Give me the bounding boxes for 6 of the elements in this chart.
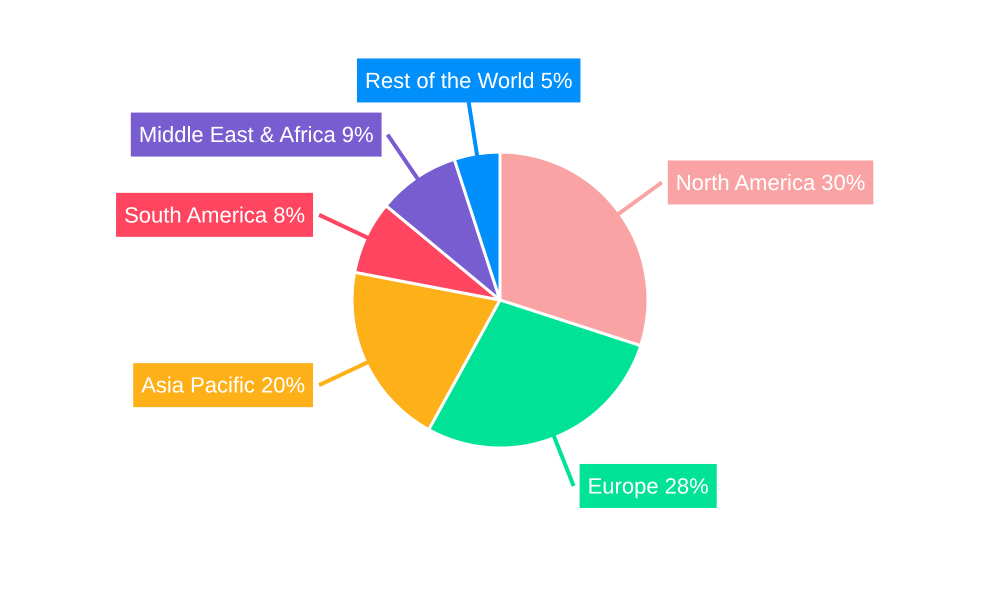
slice-label: Rest of the World 5%: [364, 68, 572, 93]
slice-label: Asia Pacific 20%: [141, 372, 306, 398]
slice-label: Middle East & Africa 9%: [138, 122, 374, 148]
slice-label: North America 30%: [676, 170, 866, 195]
slice-label: South America 8%: [124, 202, 306, 228]
slice-label: Europe 28%: [588, 473, 709, 498]
